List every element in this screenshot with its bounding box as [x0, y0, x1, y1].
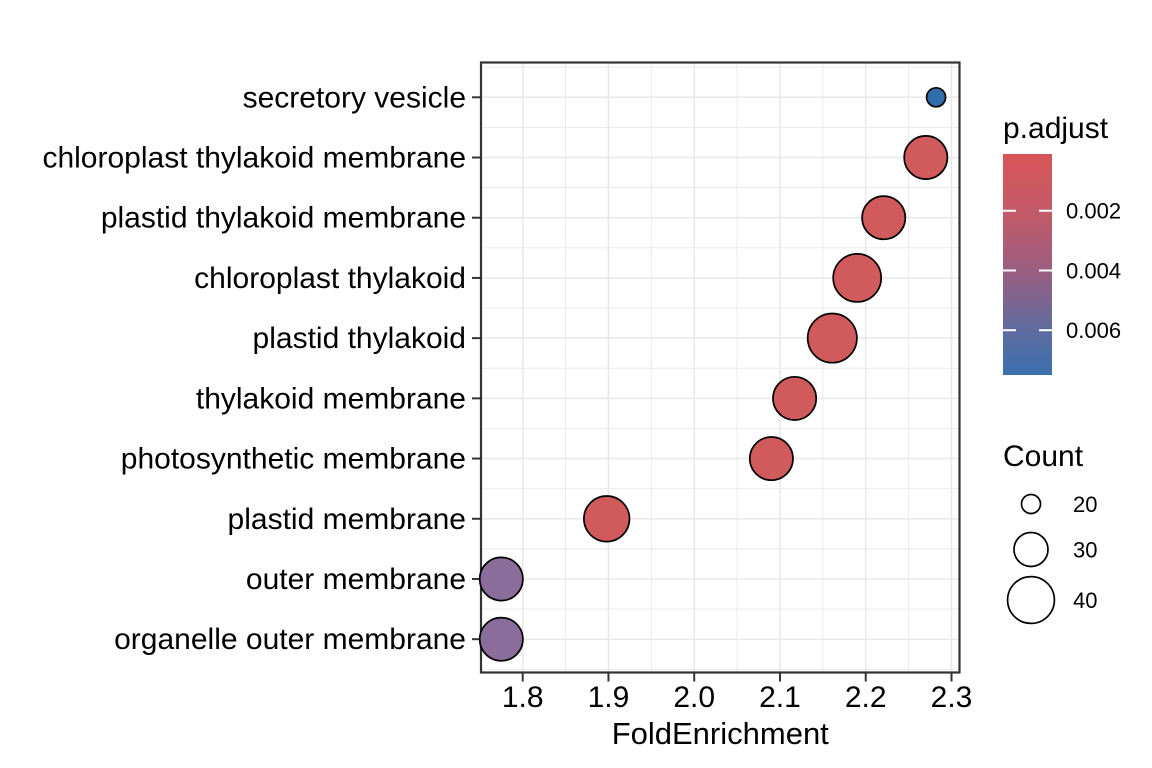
x-tick-label: 2.2 — [845, 681, 887, 714]
y-axis-label: chloroplast thylakoid — [194, 262, 466, 295]
colorbar — [1003, 154, 1052, 375]
y-axis-label: outer membrane — [246, 563, 466, 596]
x-tick-label: 2.0 — [673, 681, 715, 714]
colorbar-tick-label: 0.004 — [1066, 258, 1121, 283]
size-legend-label: 30 — [1073, 538, 1097, 563]
y-axis-label: secretory vesicle — [243, 81, 466, 114]
colorbar-tick-label: 0.002 — [1066, 199, 1121, 224]
data-point — [583, 495, 631, 543]
size-legend-label: 20 — [1073, 492, 1097, 517]
y-axis-label: photosynthetic membrane — [121, 443, 466, 476]
x-tick-label: 1.9 — [588, 681, 630, 714]
x-axis-title: FoldEnrichment — [612, 716, 829, 751]
data-point — [478, 616, 524, 662]
color-legend-title: p.adjust — [1003, 112, 1109, 145]
y-axis-label: thylakoid membrane — [196, 382, 466, 415]
x-tick-label: 2.1 — [759, 681, 801, 714]
data-point — [478, 556, 524, 602]
size-legend-circle — [1020, 493, 1042, 515]
data-point — [903, 135, 949, 180]
data-point — [925, 86, 947, 108]
data-point — [861, 195, 907, 241]
data-point — [748, 436, 794, 482]
size-legend-circle — [1006, 575, 1056, 625]
size-legend-label: 40 — [1073, 588, 1097, 613]
data-point — [806, 312, 858, 364]
colorbar-tick-label: 0.006 — [1066, 318, 1121, 343]
x-tick-label: 2.3 — [931, 681, 973, 714]
size-legend-title: Count — [1003, 440, 1084, 473]
y-axis-label: organelle outer membrane — [114, 623, 466, 656]
y-axis-label: chloroplast thylakoid membrane — [42, 142, 466, 175]
data-point — [832, 253, 883, 303]
size-legend-circle — [1013, 531, 1049, 568]
plot-panel — [481, 62, 960, 673]
y-axis-label: plastid thylakoid — [253, 322, 466, 355]
y-axis-label: plastid thylakoid membrane — [101, 202, 466, 235]
data-point — [772, 375, 818, 421]
y-axis-label: plastid membrane — [228, 503, 466, 536]
x-tick-label: 1.8 — [502, 681, 544, 714]
panel-border — [479, 61, 961, 674]
